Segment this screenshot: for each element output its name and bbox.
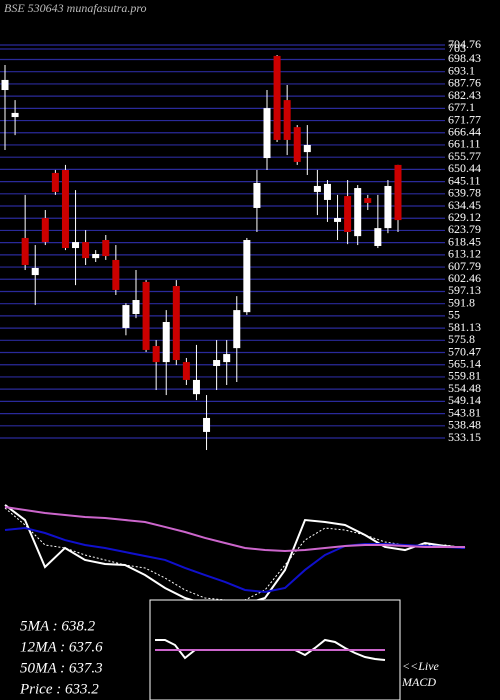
y-tick-label: 639.78 xyxy=(448,186,481,200)
y-tick-label: 693.1 xyxy=(448,63,475,77)
y-tick-label: 671.77 xyxy=(448,112,481,126)
series-line xyxy=(4,507,466,601)
candle-body xyxy=(72,242,80,249)
candle-body xyxy=(132,300,140,314)
y-tick-label: 591.8 xyxy=(448,295,475,309)
candle-body xyxy=(142,281,150,350)
candle-body xyxy=(223,354,231,363)
candle-body xyxy=(334,218,342,222)
candle-body xyxy=(273,55,281,140)
candle-body xyxy=(384,185,392,229)
candle-body xyxy=(263,108,271,159)
candle-body xyxy=(354,188,362,237)
y-tick-label: 629.12 xyxy=(448,210,481,224)
candle-body xyxy=(61,169,69,249)
y-tick-label: 55 xyxy=(448,308,460,322)
y-tick-label: 661.11 xyxy=(448,137,481,151)
y-tick-label: 543.81 xyxy=(448,405,481,419)
y-tick-label: 565.14 xyxy=(448,356,481,370)
y-tick-label: 549.14 xyxy=(448,393,481,407)
candle-body xyxy=(41,218,49,243)
candle-body xyxy=(213,360,221,366)
candle-body xyxy=(1,79,9,91)
candle-body xyxy=(162,322,170,363)
y-tick-label: 698.43 xyxy=(448,51,481,65)
y-tick-label: 602.46 xyxy=(448,271,481,285)
candle-body xyxy=(51,172,59,192)
y-tick-label: 677.1 xyxy=(448,100,475,114)
macd-annotation: <<Live xyxy=(402,659,440,673)
candle-body xyxy=(92,253,100,259)
candle-body xyxy=(364,198,372,203)
macd-title: MACD xyxy=(401,675,436,689)
y-tick-label: 554.48 xyxy=(448,381,481,395)
series-line xyxy=(4,504,466,608)
y-tick-label: 613.12 xyxy=(448,247,481,261)
candle-body xyxy=(243,240,251,313)
candle-body xyxy=(203,417,211,432)
candle-body xyxy=(394,164,402,221)
y-tick-label: 597.13 xyxy=(448,283,481,297)
y-tick-label: 538.48 xyxy=(448,418,481,432)
readout: 5MA : 638.2 xyxy=(20,618,96,634)
y-tick-label: 645.11 xyxy=(448,173,481,187)
candle-body xyxy=(102,240,110,257)
candle-body xyxy=(152,346,160,363)
candle-body xyxy=(192,379,200,395)
candle-body xyxy=(283,100,291,140)
y-tick-label: 575.8 xyxy=(448,332,475,346)
y-tick-label: 655.77 xyxy=(448,149,481,163)
candle-body xyxy=(233,310,241,349)
candle-body xyxy=(11,112,19,118)
candle-body xyxy=(31,267,39,276)
readout: 50MA : 637.3 xyxy=(20,660,103,676)
y-tick-label: 623.79 xyxy=(448,222,481,236)
y-tick-label: 559.81 xyxy=(448,369,481,383)
readout: 12MA : 637.6 xyxy=(20,639,103,655)
y-tick-label: 570.47 xyxy=(448,344,481,358)
series-line xyxy=(4,506,465,553)
y-tick-label: 650.44 xyxy=(448,161,481,175)
y-tick-label: 704.76 xyxy=(448,37,481,51)
candle-body xyxy=(172,286,180,361)
candle-body xyxy=(293,127,301,162)
candle-body xyxy=(21,237,29,265)
candle-body xyxy=(374,228,382,246)
y-tick-label: 666.44 xyxy=(448,125,481,139)
y-tick-label: 581.13 xyxy=(448,320,481,334)
candle-body xyxy=(112,259,120,290)
chart-title: BSE 530643 munafasutra.pro xyxy=(4,1,147,15)
y-tick-label: 687.76 xyxy=(448,76,481,90)
candle-body xyxy=(182,362,190,380)
y-tick-label: 634.45 xyxy=(448,198,481,212)
candle-body xyxy=(344,196,352,233)
candle-body xyxy=(323,183,331,200)
candle-body xyxy=(303,144,311,153)
candle-body xyxy=(253,183,261,208)
y-tick-label: 607.79 xyxy=(448,259,481,273)
candle-body xyxy=(122,305,130,328)
series-line xyxy=(4,527,466,593)
readout: Price : 633.2 xyxy=(19,681,99,697)
candle-body xyxy=(313,185,321,192)
candle-body xyxy=(82,242,90,259)
y-tick-label: 618.45 xyxy=(448,234,481,248)
y-tick-label: 703 xyxy=(448,41,466,55)
y-tick-label: 533.15 xyxy=(448,430,481,444)
y-tick-label: 682.43 xyxy=(448,88,481,102)
